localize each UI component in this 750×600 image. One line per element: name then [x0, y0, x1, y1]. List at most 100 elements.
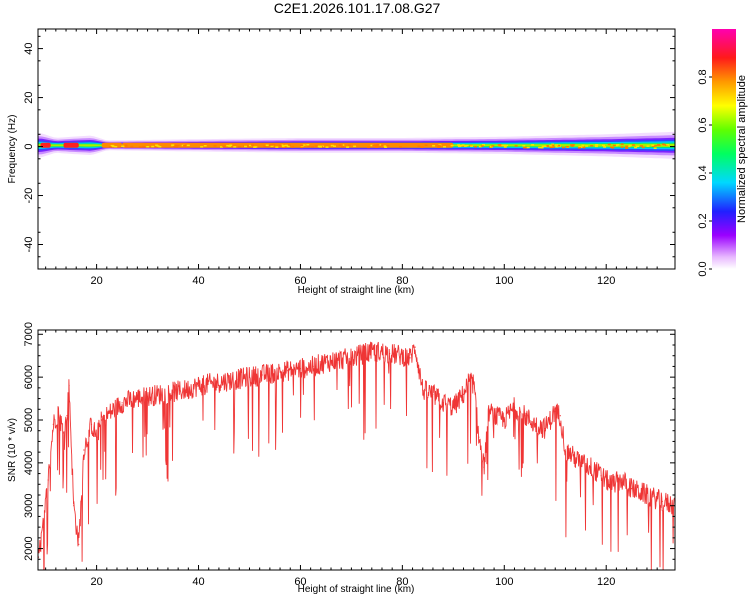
spectrogram-speckle [386, 145, 390, 147]
snr-point [78, 543, 80, 545]
colorbar-tick-label: 0.6 [697, 117, 709, 132]
spectrogram-speckle [156, 145, 160, 147]
spectrogram-speckle [424, 144, 428, 146]
spectrogram-speckle [311, 146, 314, 148]
spectrogram-speckle [399, 146, 402, 148]
snr-axes: 20 40 60 80 100 120 2000 3000 4000 5000 6000 7000 [23, 322, 675, 588]
snr-xtick-label: 80 [396, 576, 408, 588]
spectrogram-speckle [603, 146, 607, 148]
spectrogram-speckle [282, 145, 286, 147]
snr-point [147, 395, 149, 397]
snr-point [524, 415, 526, 417]
spectrogram-panel: 20 40 60 80 100 120 -40 -20 0 20 40 Height of stra… [7, 28, 676, 296]
spectrogram-speckle [142, 145, 145, 148]
snr-point [66, 415, 68, 417]
spectrogram-speckle [380, 144, 384, 147]
spectrogram-speckle [632, 144, 635, 146]
snr-point [488, 410, 490, 412]
spectrogram-speckle [275, 146, 279, 148]
snr-xtick-label: 120 [597, 576, 615, 588]
spectrogram-speckle [314, 145, 318, 147]
spectrogram-speckle [280, 144, 284, 146]
spectrogram-speckle [248, 144, 252, 147]
spectrogram-speckle [522, 145, 526, 147]
snr-point [223, 380, 225, 382]
spectrogram-speckle [158, 146, 162, 148]
spectrogram-speckle [173, 146, 177, 148]
spectrogram-speckle [333, 145, 336, 147]
snr-point [442, 402, 444, 404]
spectrogram-speckle [109, 146, 113, 148]
spectrogram-speckle [571, 144, 575, 146]
snr-point [121, 402, 123, 404]
spectrogram-speckle [437, 145, 441, 147]
snr-point [363, 353, 365, 355]
snr-point [414, 346, 416, 348]
spectrogram-speckle [612, 144, 616, 147]
spectrogram-speckle [480, 145, 484, 147]
spectrogram-speckle [570, 145, 574, 147]
spectrogram-speckle [636, 145, 639, 148]
snr-point [83, 449, 85, 451]
spectrogram-speckle [130, 145, 134, 148]
spectrogram-speckle [582, 146, 586, 149]
spectrogram-speckle [526, 146, 530, 149]
spectrogram-ytick-label: 40 [23, 42, 35, 54]
snr-point [90, 423, 93, 425]
spectrogram-speckle [432, 145, 436, 147]
spectrogram-speckle [652, 145, 656, 147]
spectrogram-speckle [578, 146, 582, 148]
snr-point [62, 432, 65, 434]
figure-title: C2E1.2026.101.17.08.G27 [274, 0, 441, 16]
spectrogram-speckle [300, 144, 304, 147]
spectrogram-speckle [302, 144, 306, 146]
snr-point [338, 359, 340, 361]
spectrogram-speckle [146, 146, 150, 148]
spectrogram-speckle [370, 144, 374, 147]
spectrogram-speckle [420, 146, 424, 148]
snr-point [590, 466, 592, 468]
spectrogram-speckle [610, 146, 614, 148]
spectrogram-speckle [549, 146, 553, 149]
snr-point [376, 350, 378, 352]
spectrogram-speckle [213, 145, 217, 147]
spectrogram-speckle [270, 145, 274, 147]
spectrogram-speckle [551, 143, 555, 146]
spectrogram-speckle [186, 144, 190, 147]
spectrogram-xtick-label: 60 [294, 275, 306, 287]
spectrogram-speckle [555, 144, 559, 146]
snr-point [68, 385, 70, 387]
spectrogram-speckle [457, 145, 461, 148]
spectrogram-speckle [375, 145, 379, 147]
spectrogram-speckle [284, 144, 288, 147]
spectrogram-speckle [437, 145, 441, 148]
spectrogram-speckle [503, 146, 507, 148]
snr-point [544, 428, 546, 430]
spectrogram-ytick-label: -20 [23, 188, 35, 204]
spectrogram-speckle [229, 144, 233, 146]
spectrogram-speckle [498, 144, 502, 146]
spectrogram-speckle [607, 143, 611, 146]
spectrogram-speckle [538, 146, 542, 149]
snr-point [57, 410, 60, 412]
snr-point [641, 492, 643, 494]
snr-point [478, 436, 480, 438]
spectrogram-ylabel: Frequency (Hz) [7, 115, 18, 184]
spectrogram-speckle [339, 144, 343, 146]
spectrogram-speckle [373, 144, 377, 147]
snr-point [261, 374, 263, 376]
snr-point [409, 357, 411, 359]
spectrogram-speckle [265, 144, 269, 146]
spectrogram-speckle [450, 144, 454, 147]
snr-point [134, 398, 136, 400]
spectrogram-speckle [514, 145, 518, 147]
spectrogram-speckle [330, 144, 334, 147]
spectrogram-speckle [348, 144, 352, 146]
spectrogram-speckle [620, 143, 624, 145]
colorbar-axis: 0.0 0.2 0.4 0.6 0.8 [697, 69, 712, 277]
spectrogram-speckle [551, 144, 555, 147]
spectrogram-speckle [286, 145, 290, 148]
spectrogram-speckle [291, 146, 295, 148]
snr-point [503, 419, 505, 421]
